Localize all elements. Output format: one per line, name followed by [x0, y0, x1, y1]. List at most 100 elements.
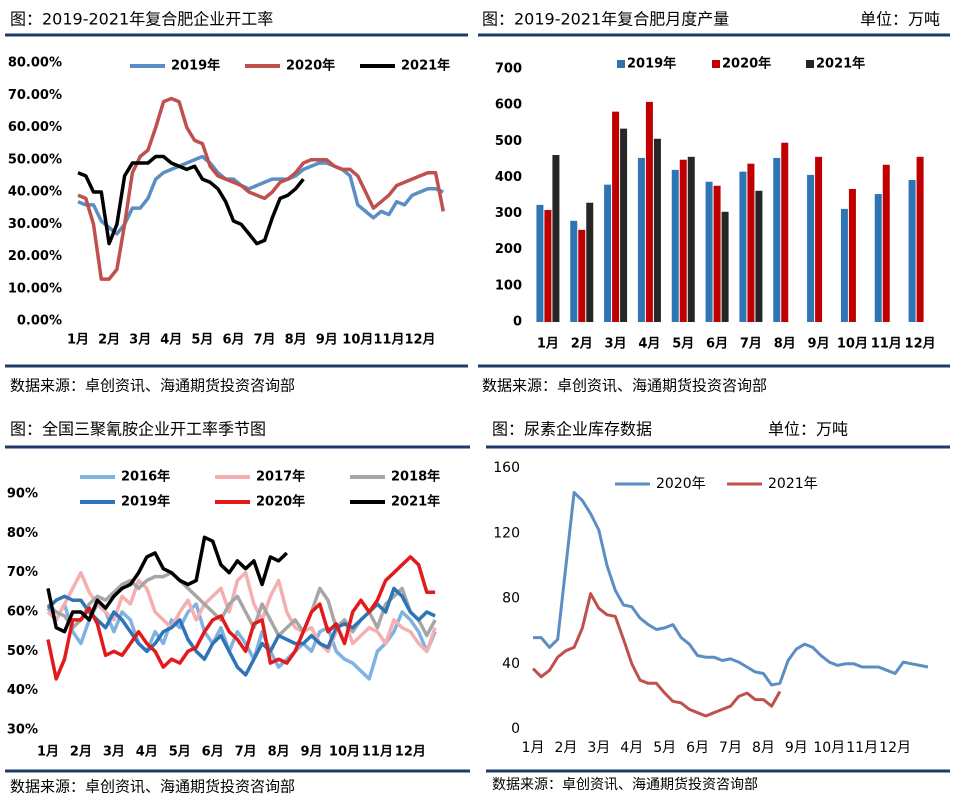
y-tick-label: 50% [7, 644, 38, 659]
bar [645, 101, 653, 322]
source-note: 数据来源：卓创资讯、海通期货投资咨询部 [482, 377, 767, 395]
x-tick-label: 1月 [37, 745, 59, 760]
x-tick-label: 7月 [235, 745, 257, 760]
y-tick-label: 50.00% [8, 152, 62, 167]
x-tick-label: 1月 [67, 333, 89, 348]
bar [552, 155, 560, 322]
bar [773, 157, 781, 322]
bar [739, 171, 747, 322]
x-tick-label: 4月 [638, 337, 660, 352]
y-tick-label: 400 [495, 170, 522, 185]
bar [916, 156, 924, 322]
legend-label: 2020年 [286, 58, 335, 74]
bar [874, 194, 882, 322]
x-tick-label: 5月 [653, 740, 676, 756]
bar [544, 209, 552, 322]
bar [671, 169, 679, 322]
legend-label: 2019年 [121, 494, 170, 510]
x-tick-label: 5月 [191, 333, 213, 348]
series-line [533, 491, 929, 687]
bar [536, 204, 544, 322]
x-tick-label: 9月 [808, 337, 830, 352]
x-tick-label: 9月 [301, 745, 323, 760]
y-tick-label: 40 [502, 656, 520, 672]
source-note: 数据来源：卓创资讯、海通期货投资咨询部 [10, 377, 295, 395]
y-tick-label: 60% [7, 605, 38, 620]
bar [908, 179, 916, 322]
legend-label: 2021年 [768, 476, 818, 492]
x-tick-label: 3月 [103, 745, 125, 760]
y-tick-label: 80% [7, 526, 38, 541]
bar [570, 220, 578, 322]
chart-title: 图：尿素企业库存数据 [492, 420, 652, 439]
x-tick-label: 3月 [129, 333, 151, 348]
legend-label: 2017年 [256, 469, 305, 485]
y-tick-label: 30% [7, 723, 38, 738]
y-tick-label: 200 [495, 242, 522, 257]
bar [687, 156, 695, 322]
y-tick-label: 700 [495, 62, 522, 77]
bar [882, 164, 890, 322]
x-tick-label: 2月 [98, 333, 120, 348]
legend-label: 2021年 [391, 494, 440, 510]
legend-label: 2016年 [121, 469, 170, 485]
bar [604, 184, 612, 322]
x-tick-label: 4月 [160, 333, 182, 348]
unit-label: 单位：万吨 [768, 420, 848, 439]
series-line [77, 154, 305, 246]
x-tick-label: 8月 [774, 337, 796, 352]
x-tick-label: 1月 [537, 337, 559, 352]
y-tick-label: 80.00% [8, 56, 62, 71]
bar [653, 138, 661, 322]
series-line [77, 96, 446, 281]
bar [747, 163, 755, 322]
y-tick-label: 0 [511, 721, 520, 737]
x-tick-label: 2月 [571, 337, 593, 352]
x-tick-label: 12月 [404, 333, 435, 348]
series-line [46, 570, 437, 638]
bar [848, 188, 856, 322]
chart-title: 图：2019-2021年复合肥月度产量 [482, 10, 729, 29]
y-tick-label: 160 [493, 460, 520, 476]
series-line [531, 592, 782, 718]
x-tick-label: 6月 [202, 745, 224, 760]
x-tick-label: 6月 [222, 333, 244, 348]
x-tick-label: 9月 [316, 333, 338, 348]
chart-title: 图：全国三聚氰胺企业开工率季节图 [10, 420, 266, 439]
x-tick-label: 5月 [672, 337, 694, 352]
series-line [46, 570, 437, 654]
x-tick-label: 2月 [554, 740, 577, 756]
x-tick-label: 3月 [605, 337, 627, 352]
y-tick-label: 40% [7, 683, 38, 698]
bar [637, 157, 645, 322]
bar [807, 174, 815, 322]
bar [679, 159, 687, 322]
bar [721, 211, 729, 322]
source-note: 数据来源：卓创资讯、海通期货投资咨询部 [10, 778, 295, 796]
y-tick-label: 0.00% [17, 314, 62, 329]
legend-label: 2020年 [656, 476, 706, 492]
legend-label: 2020年 [256, 494, 305, 510]
bar [781, 142, 789, 322]
source-note: 数据来源：卓创资讯、海通期货投资咨询部 [492, 776, 758, 793]
bar [612, 111, 620, 322]
x-tick-label: 10月 [342, 333, 373, 348]
x-tick-label: 11月 [871, 337, 902, 352]
y-tick-label: 10.00% [8, 281, 62, 296]
legend-label: 2018年 [391, 469, 440, 485]
y-tick-label: 100 [495, 278, 522, 293]
x-tick-label: 1月 [522, 740, 545, 756]
y-tick-label: 500 [495, 134, 522, 149]
bar [815, 156, 823, 322]
x-tick-label: 4月 [620, 740, 643, 756]
y-tick-label: 120 [493, 525, 520, 541]
y-tick-label: 40.00% [8, 185, 62, 200]
y-tick-label: 0 [513, 315, 522, 330]
y-tick-label: 600 [495, 98, 522, 113]
series-line [46, 535, 289, 634]
y-tick-label: 300 [495, 206, 522, 221]
x-tick-label: 8月 [752, 740, 775, 756]
legend-swatch [712, 60, 720, 68]
legend-swatch [806, 60, 814, 68]
